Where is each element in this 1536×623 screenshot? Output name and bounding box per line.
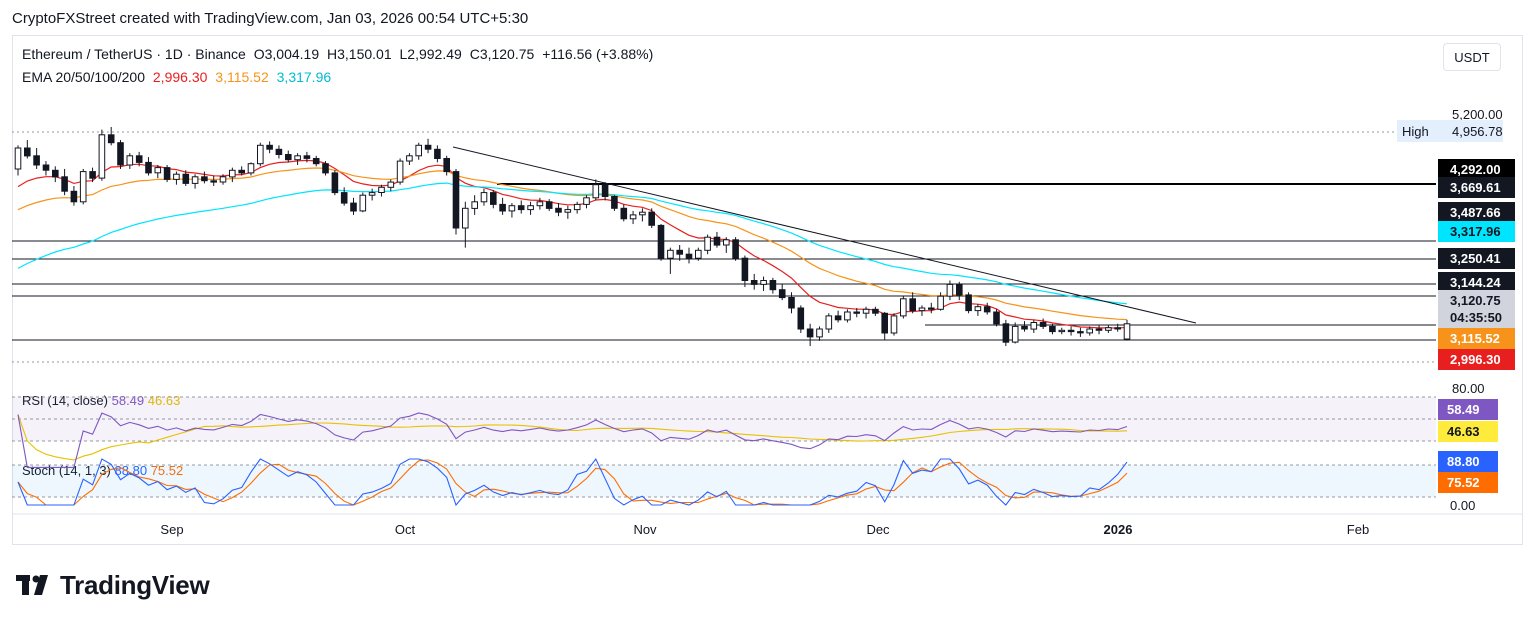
tradingview-logo[interactable]: TradingView xyxy=(16,570,210,601)
ohlc-high: H3,150.01 xyxy=(327,46,392,62)
rsi-label: RSI (14, close) xyxy=(22,393,108,408)
stoch-legend[interactable]: Stoch (14, 1, 3) 88.80 75.52 xyxy=(22,463,183,478)
ema100-value: 3,317.96 xyxy=(276,69,332,85)
ohlc-close: C3,120.75 xyxy=(469,46,535,62)
ema20-value: 2,996.30 xyxy=(152,69,208,85)
chart-frame xyxy=(12,35,1523,545)
stoch-d-value: 75.52 xyxy=(150,463,184,478)
tradingview-logo-icon xyxy=(16,574,48,595)
stoch-k-value: 88.80 xyxy=(114,463,148,478)
stoch-label: Stoch (14, 1, 3) xyxy=(22,463,111,478)
ema-legend[interactable]: EMA 20/50/100/200 2,996.30 3,115.52 3,31… xyxy=(22,69,335,85)
chart-credit: CryptoFXStreet created with TradingView.… xyxy=(12,10,529,27)
ohlc-change: +116.56 (+3.88%) xyxy=(542,46,654,62)
ohlc-low: L2,992.49 xyxy=(399,46,462,62)
tradingview-wordmark: TradingView xyxy=(60,570,210,600)
rsi-legend[interactable]: RSI (14, close) 58.49 46.63 xyxy=(22,393,180,408)
ema50-value: 3,115.52 xyxy=(215,69,269,85)
ema-label: EMA 20/50/100/200 xyxy=(22,69,145,85)
currency-button[interactable]: USDT xyxy=(1443,43,1501,71)
ohlc-open: O3,004.19 xyxy=(253,46,320,62)
symbol-legend[interactable]: Ethereum / TetherUS · 1D · Binance O3,00… xyxy=(22,46,657,62)
rsi-value: 58.49 xyxy=(111,393,145,408)
rsi-ma-value: 46.63 xyxy=(147,393,181,408)
symbol-name: Ethereum / TetherUS · 1D · Binance xyxy=(22,46,246,62)
